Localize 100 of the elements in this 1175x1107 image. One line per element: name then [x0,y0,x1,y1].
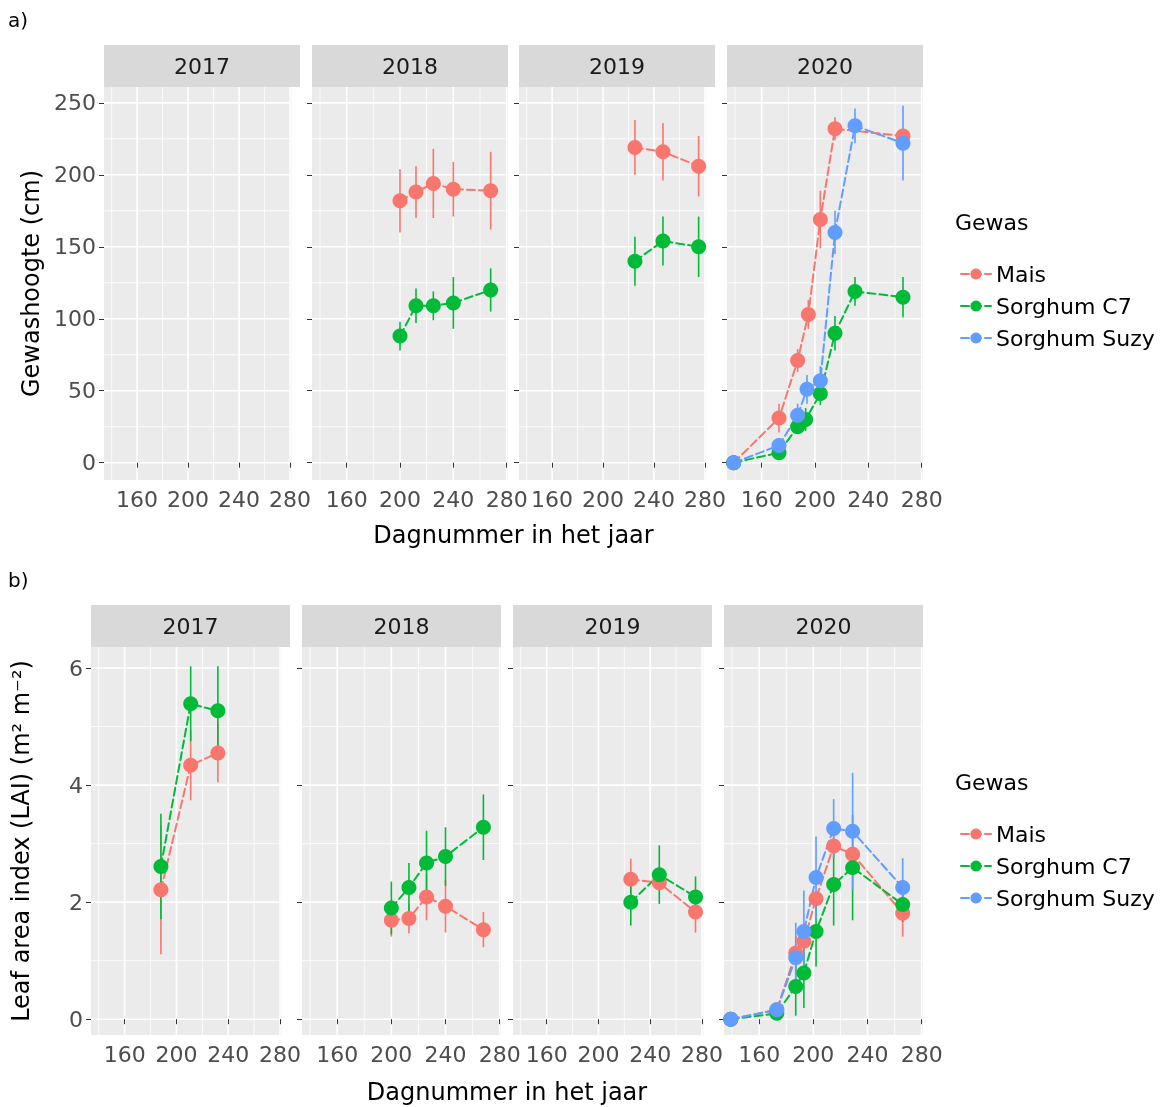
point [895,289,911,305]
point [425,175,441,191]
point [655,144,671,160]
x-tick-label: 200 [577,1041,620,1067]
point [483,282,499,298]
point [827,325,843,341]
point [438,849,453,864]
y-tick-label: 2 [69,889,83,915]
y-tick-label: 150 [54,234,96,260]
point [691,239,707,255]
y-axis-title: Leaf area index (LAI) (m² m⁻²) [7,660,35,1022]
x-tick-label: 160 [325,486,368,512]
chart-title: 2019 [584,613,641,639]
point [408,298,424,314]
x-tick-label: 200 [792,1041,835,1067]
x-tick-label: 280 [900,486,943,512]
point [771,410,787,426]
point [788,950,804,966]
x-tick-label: 200 [155,1041,198,1067]
point [826,820,842,836]
point [627,253,643,269]
point [826,838,842,854]
point [796,923,812,939]
x-tick-label: 280 [900,1041,943,1067]
point [210,703,226,719]
x-tick-label: 280 [478,1041,521,1067]
y-tick-label: 0 [69,1006,83,1032]
y-tick-label: 6 [69,655,83,681]
y-tick-label: 4 [69,772,83,798]
legend-label: Sorghum C7 [996,293,1132,319]
point [688,904,704,920]
x-tick-label: 160 [531,486,574,512]
legend-label: Mais [996,261,1047,287]
chart-title: 2020 [797,53,853,79]
x-tick-label: 240 [218,486,261,512]
legend-label: Sorghum C7 [996,853,1132,879]
point [438,898,453,914]
x-tick-label: 280 [684,486,726,512]
point [651,867,667,883]
legend-title: Gewas [955,209,1029,235]
legend-label: Sorghum Suzy [996,325,1155,351]
point [812,211,828,227]
point [419,855,435,871]
point [153,882,169,898]
x-tick-label: 160 [316,1041,359,1067]
point [425,298,441,314]
legend-label: Mais [996,821,1047,847]
x-tick-label: 160 [116,486,159,512]
x-tick-label: 200 [794,486,836,512]
point [210,745,226,761]
point [483,183,499,199]
point [845,823,861,839]
point [383,900,399,916]
chart-title: 2017 [162,613,219,639]
y-tick-label: 200 [54,162,96,188]
x-tick-label: 200 [582,486,625,512]
x-tick-label: 240 [633,486,676,512]
text: a) [8,8,29,32]
x-tick-label: 280 [681,1041,723,1067]
point [812,373,828,389]
x-tick-label: 200 [379,486,421,512]
point [655,233,671,249]
x-tick-label: 240 [432,486,475,512]
chart-title: 2018 [382,53,438,79]
point [691,158,707,174]
y-tick-label: 100 [54,306,96,332]
x-tick-label: 160 [103,1041,146,1067]
point [688,889,704,905]
point [183,696,199,712]
x-tick-label: 160 [738,1041,781,1067]
point [808,923,824,939]
point [419,889,435,905]
point [627,139,643,155]
point [800,306,816,322]
y-tick-label: 250 [54,90,96,116]
point [895,880,911,896]
point [790,407,806,423]
x-tick-label: 200 [167,486,210,512]
point [408,184,424,200]
point [401,911,417,927]
point [383,912,399,928]
x-tick-label: 240 [846,1041,889,1067]
x-tick-label: 280 [269,486,311,512]
point [623,894,639,910]
point [845,860,861,876]
point [475,819,491,835]
chart-title: 2020 [795,613,852,639]
point [183,757,199,773]
point [445,295,461,311]
chart-title: 2019 [589,53,645,79]
x-tick-label: 240 [424,1041,467,1067]
point [808,891,824,907]
point [771,437,787,453]
point [827,224,843,240]
legend-title: Gewas [955,769,1029,795]
point [392,193,408,209]
y-tick-label: 50 [68,378,96,404]
x-tick-label: 280 [485,486,528,512]
point [401,880,417,896]
point [153,858,169,874]
